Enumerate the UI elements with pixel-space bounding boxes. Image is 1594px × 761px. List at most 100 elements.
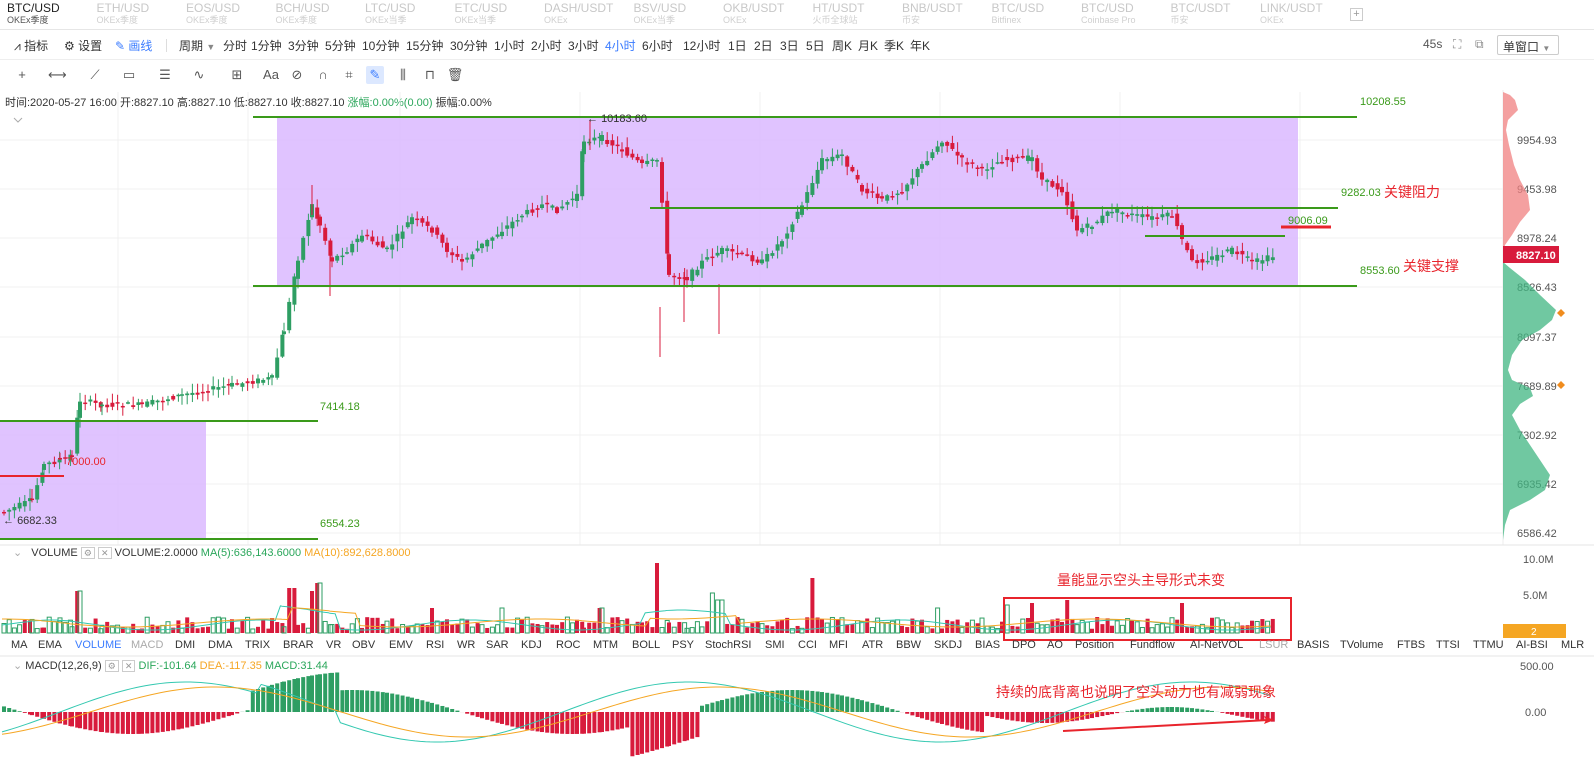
period-option[interactable]: 2日 (754, 39, 773, 53)
draw-line-button[interactable]: ✎ 画线 (115, 37, 152, 54)
collapse-chevron-icon[interactable] (13, 117, 23, 123)
indicator-tab[interactable]: MA (11, 639, 28, 651)
indicator-tab[interactable]: DPO (1012, 639, 1036, 651)
measure-icon[interactable]: ⊞ (231, 67, 243, 82)
symbol-tab[interactable]: BTC/USD OKEx季度 (7, 2, 97, 28)
indicator-tab[interactable]: MLR (1561, 639, 1585, 651)
period-option[interactable]: 15分钟 (406, 39, 444, 53)
indicator-tab[interactable]: VR (326, 639, 342, 651)
wave-icon[interactable]: ∿ (193, 67, 205, 82)
indicator-tab[interactable]: AI-NetVOL (1190, 639, 1244, 651)
period-option[interactable]: 12小时 (683, 39, 721, 53)
indicator-tab[interactable]: LSUR (1259, 639, 1289, 651)
indicator-tab[interactable]: VOLUME (75, 639, 122, 651)
period-option[interactable]: 4小时 (605, 39, 636, 53)
indicator-tab[interactable]: FTBS (1397, 639, 1426, 651)
period-option[interactable]: 5日 (806, 39, 825, 53)
rectangle-icon[interactable]: ▭ (122, 67, 136, 82)
indicator-tab[interactable]: SKDJ (934, 639, 963, 651)
trash-icon[interactable]: 🗑 (446, 67, 464, 82)
lock-icon[interactable]: ⊓ (424, 67, 436, 82)
indicator-tab[interactable]: OBV (352, 639, 376, 651)
brush-icon[interactable]: ✎ (366, 66, 384, 84)
chevron-down-icon[interactable]: ⌄ (13, 660, 23, 672)
indicator-tab[interactable]: CCI (798, 639, 817, 651)
indicator-tab[interactable]: PSY (672, 639, 695, 651)
period-option[interactable]: 30分钟 (450, 39, 488, 53)
period-option[interactable]: 1小时 (494, 39, 525, 53)
indicator-tab[interactable]: TVolume (1340, 639, 1384, 651)
symbol-tab[interactable]: HT/USDT 火币全球站 (813, 2, 903, 28)
indicator-tab[interactable]: AI-BSI (1516, 639, 1548, 651)
window-layout-select[interactable]: 单窗口 ▼ (1497, 35, 1559, 55)
period-option[interactable]: 3小时 (568, 39, 599, 53)
indicator-button[interactable]: ⩘ 指标 (14, 37, 48, 54)
symbol-tab[interactable]: BTC/USD Coinbase Pro (1081, 2, 1171, 28)
symbol-tab[interactable]: DASH/USDT OKEx (544, 2, 634, 28)
ruler-icon[interactable]: ⌗ (345, 67, 353, 82)
symbol-tab[interactable]: BTC/USD Bitfinex (992, 2, 1082, 28)
indicator-tab[interactable]: ROC (556, 639, 581, 651)
symbol-tab[interactable]: BSV/USD OKEx当季 (634, 2, 724, 28)
indicator-tab[interactable]: TTMU (1473, 639, 1504, 651)
gear-icon[interactable]: ⚙ (104, 660, 119, 672)
settings-button[interactable]: ⚙ 设置 (64, 37, 102, 54)
period-option[interactable]: 1日 (728, 39, 747, 53)
indicator-tab[interactable]: MTM (593, 639, 619, 651)
symbol-tab[interactable]: LINK/USDT OKEx (1260, 2, 1350, 28)
indicator-tab[interactable]: BASIS (1297, 639, 1330, 651)
indicator-tab[interactable]: SAR (486, 639, 509, 651)
indicator-tab[interactable]: TTSI (1436, 639, 1460, 651)
symbol-tab[interactable]: BTC/USDT 币安 (1171, 2, 1261, 28)
indicator-tab[interactable]: BBW (896, 639, 922, 651)
indicator-tab[interactable]: MFI (829, 639, 848, 651)
horizontal-line-icon[interactable]: ⟷ (48, 67, 67, 82)
period-option[interactable]: 年K (910, 39, 931, 53)
chevron-down-icon[interactable]: ⌄ (13, 547, 23, 559)
pattern-icon[interactable]: ⫼ (400, 67, 406, 82)
indicator-tab[interactable]: BIAS (975, 639, 1001, 651)
parallel-lines-icon[interactable]: ☰ (159, 67, 171, 82)
magnet-icon[interactable]: ∩ (318, 67, 328, 82)
popout-icon[interactable]: ⧉ (1475, 37, 1484, 51)
indicator-tab[interactable]: ATR (862, 639, 884, 651)
symbol-tab[interactable]: BNB/USDT 币安 (902, 2, 992, 28)
gear-icon[interactable]: ⚙ (80, 547, 95, 559)
indicator-tab[interactable]: DMI (175, 639, 196, 651)
indicator-tab[interactable]: WR (457, 639, 476, 651)
indicator-tab[interactable]: MACD (131, 639, 164, 651)
period-option[interactable]: 周K (832, 39, 853, 53)
close-icon[interactable]: ✕ (97, 547, 112, 559)
period-option[interactable]: 5分钟 (325, 39, 356, 53)
crosshair-icon[interactable]: + (18, 67, 26, 82)
period-option[interactable]: 3分钟 (288, 39, 319, 53)
period-option[interactable]: 3日 (780, 39, 799, 53)
symbol-tab[interactable]: ETH/USD OKEx季度 (97, 2, 187, 28)
fullscreen-icon[interactable]: ⛶ (1453, 37, 1462, 51)
chart-canvas[interactable]: 10208.55 9282.03 9006.09 8553.60 7414.18… (0, 90, 1594, 761)
symbol-tab[interactable]: ETC/USD OKEx当季 (455, 2, 545, 28)
indicator-tab[interactable]: EMA (38, 639, 62, 651)
period-option[interactable]: 分时 (223, 39, 248, 53)
indicator-tab[interactable]: AO (1047, 639, 1063, 651)
fib-icon[interactable]: ⊘ (291, 67, 303, 82)
indicator-tab[interactable]: StochRSI (705, 639, 752, 651)
indicator-tab[interactable]: Position (1075, 639, 1115, 651)
indicator-tab[interactable]: RSI (426, 639, 445, 651)
indicator-tab[interactable]: BRAR (283, 639, 314, 651)
indicator-tab[interactable]: BOLL (632, 639, 661, 651)
indicator-tab[interactable]: SMI (765, 639, 785, 651)
period-option[interactable]: 1分钟 (251, 39, 282, 53)
symbol-tab[interactable]: LTC/USD OKEx当季 (365, 2, 455, 28)
trend-line-icon[interactable]: ⟋ (90, 67, 100, 82)
period-dropdown[interactable]: 周期 ▼ (179, 37, 215, 54)
period-option[interactable]: 月K (858, 39, 879, 53)
symbol-tab[interactable]: BCH/USD OKEx季度 (276, 2, 366, 28)
indicator-tab[interactable]: KDJ (521, 639, 542, 651)
period-option[interactable]: 6小时 (642, 39, 673, 53)
close-icon[interactable]: ✕ (121, 660, 136, 672)
indicator-tab[interactable]: DMA (208, 639, 233, 651)
indicator-tab[interactable]: EMV (389, 639, 413, 651)
period-option[interactable]: 季K (884, 39, 905, 53)
symbol-tab[interactable]: OKB/USDT OKEx (723, 2, 813, 28)
